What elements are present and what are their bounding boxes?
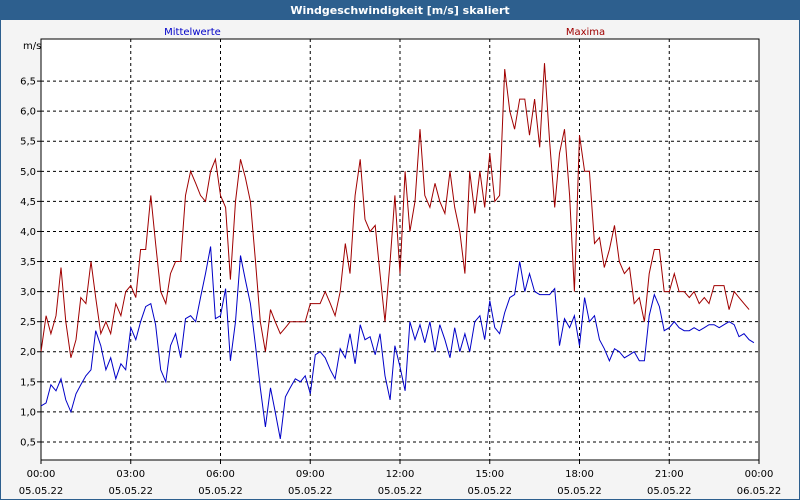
y-axis: 0,5 1,0 1,5 2,0 2,5 3,0 3,5 4,0 4,5 5,0 5,5 6,0 6,5 <box>20 77 41 448</box>
x-tick-time-label: 00:00 <box>27 469 56 480</box>
series-line-maxima <box>40 63 750 358</box>
y-tick-label: 4,0 <box>20 227 36 238</box>
y-tick-label: 5,5 <box>20 137 36 148</box>
y-axis-unit-label: m/s <box>23 41 41 52</box>
series-layer <box>40 63 755 439</box>
y-tick-label: 0,5 <box>20 437 36 448</box>
y-tick-label: 2,5 <box>20 317 36 328</box>
x-tick-time-label: 18:00 <box>565 469 594 480</box>
x-tick-date-label: 05.05.22 <box>108 486 153 497</box>
window-title: Windgeschwindigkeit [m/s] skaliert <box>1 1 799 20</box>
x-tick-time-label: 00:00 <box>745 469 774 480</box>
x-tick-date-label: 05.05.22 <box>378 486 423 497</box>
x-tick-date-label: 05.05.22 <box>288 486 333 497</box>
series-line-mittelwerte <box>40 246 755 439</box>
x-tick-date-label: 05.05.22 <box>557 486 602 497</box>
x-tick-date-label: 05.05.22 <box>198 486 243 497</box>
x-tick-time-label: 06:00 <box>206 469 235 480</box>
legend-label-mittelwerte: Mittelwerte <box>164 27 221 38</box>
x-tick-date-label: 05.05.22 <box>467 486 512 497</box>
x-axis: 00:00 05.05.22 03:00 05.05.22 06:00 05.05.22 0… <box>19 460 782 497</box>
legend: Mittelwerte Maxima <box>164 27 605 38</box>
y-tick-label: 2,0 <box>20 347 36 358</box>
y-tick-label: 6,0 <box>20 107 36 118</box>
y-tick-label: 3,0 <box>20 287 36 298</box>
y-tick-label: 1,0 <box>20 407 36 418</box>
x-tick-time-label: 03:00 <box>116 469 145 480</box>
y-tick-label: 3,5 <box>20 257 36 268</box>
x-tick-date-label: 05.05.22 <box>19 486 64 497</box>
y-tick-label: 1,5 <box>20 377 36 388</box>
wind-speed-chart: 0,51,01,52,02,53,03,54,04,55,05,56,06,5 … <box>19 27 782 497</box>
y-tick-label: 4,5 <box>20 197 36 208</box>
x-tick-time-label: 15:00 <box>475 469 504 480</box>
x-tick-date-label: 05.05.22 <box>647 486 692 497</box>
x-tick-time-label: 21:00 <box>655 469 684 480</box>
x-tick-time-label: 12:00 <box>386 469 415 480</box>
x-tick-date-label: 06.05.22 <box>737 486 782 497</box>
y-tick-label: 6,5 <box>20 77 36 88</box>
x-tick-time-label: 09:00 <box>296 469 325 480</box>
legend-label-maxima: Maxima <box>566 27 605 38</box>
grid-lines <box>41 39 759 460</box>
y-tick-label: 5,0 <box>20 167 36 178</box>
